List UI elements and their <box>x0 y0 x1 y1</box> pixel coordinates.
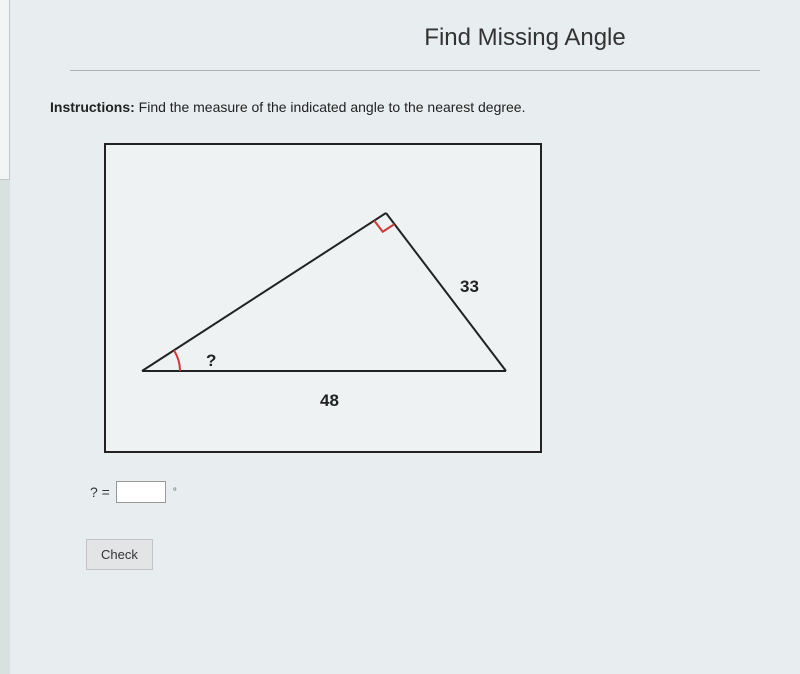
answer-input[interactable] <box>116 481 166 503</box>
page-container: Find Missing Angle Instructions: Find th… <box>10 0 800 674</box>
triangle-diagram: ? 33 48 <box>104 143 542 453</box>
content-area: Instructions: Find the measure of the in… <box>10 71 800 590</box>
instructions: Instructions: Find the measure of the in… <box>50 99 760 115</box>
left-panel-tab <box>0 0 10 180</box>
answer-var-label: ? = <box>90 484 110 500</box>
instructions-text: Find the measure of the indicated angle … <box>135 99 526 115</box>
right-angle-marker <box>374 221 394 232</box>
page-title: Find Missing Angle <box>70 24 760 52</box>
unknown-angle-label: ? <box>206 351 216 371</box>
header: Find Missing Angle <box>70 0 760 71</box>
instructions-label: Instructions: <box>50 99 135 115</box>
check-button[interactable]: Check <box>86 539 153 570</box>
unknown-angle-arc <box>174 350 180 371</box>
triangle-side-top-right <box>386 213 506 371</box>
side-label-48: 48 <box>320 391 339 411</box>
side-label-33: 33 <box>460 277 479 297</box>
triangle-side-left-top <box>142 213 386 371</box>
answer-row: ? = ° <box>90 481 760 503</box>
degree-unit: ° <box>173 487 177 498</box>
